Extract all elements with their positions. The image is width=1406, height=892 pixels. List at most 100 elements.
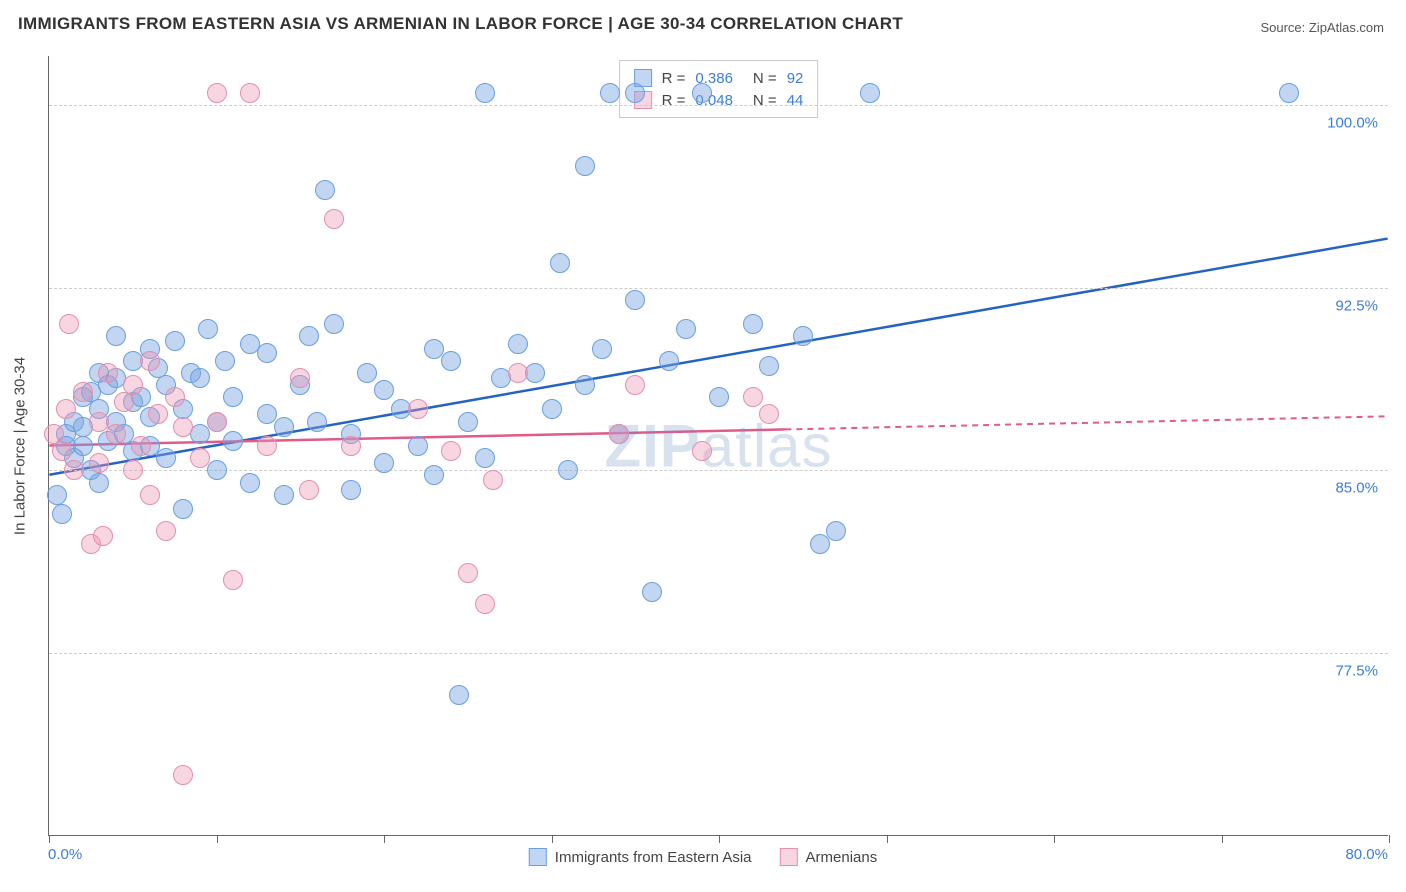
scatter-point: [165, 331, 185, 351]
scatter-point: [52, 504, 72, 524]
scatter-point: [374, 453, 394, 473]
scatter-point: [441, 351, 461, 371]
scatter-point: [114, 392, 134, 412]
scatter-point: [1279, 83, 1299, 103]
scatter-point: [408, 399, 428, 419]
scatter-point: [140, 351, 160, 371]
trend-lines-layer: [49, 56, 1388, 835]
scatter-point: [173, 765, 193, 785]
scatter-point: [860, 83, 880, 103]
y-tick-label: 85.0%: [1335, 480, 1378, 497]
scatter-point: [759, 356, 779, 376]
scatter-point: [424, 465, 444, 485]
scatter-point: [223, 431, 243, 451]
scatter-point: [106, 326, 126, 346]
legend-n-label: N =: [753, 92, 777, 109]
page-title: IMMIGRANTS FROM EASTERN ASIA VS ARMENIAN…: [18, 14, 903, 34]
scatter-point: [408, 436, 428, 456]
scatter-point: [98, 363, 118, 383]
scatter-point: [148, 404, 168, 424]
scatter-point: [508, 363, 528, 383]
trend-line-extrapolated: [785, 416, 1387, 429]
scatter-point: [207, 83, 227, 103]
scatter-point: [156, 521, 176, 541]
y-tick-label: 92.5%: [1335, 297, 1378, 314]
scatter-point: [341, 436, 361, 456]
scatter-point: [52, 441, 72, 461]
legend-r-label: R =: [662, 92, 686, 109]
scatter-point: [215, 351, 235, 371]
trend-line: [49, 239, 1387, 475]
scatter-point: [106, 424, 126, 444]
y-axis-label: In Labor Force | Age 30-34: [12, 357, 29, 535]
legend-swatch: [780, 848, 798, 866]
scatter-point: [274, 485, 294, 505]
scatter-point: [458, 412, 478, 432]
scatter-point: [123, 375, 143, 395]
gridline-horizontal: [49, 653, 1388, 654]
y-tick-label: 100.0%: [1327, 114, 1378, 131]
scatter-point: [743, 314, 763, 334]
scatter-point: [558, 460, 578, 480]
scatter-point: [307, 412, 327, 432]
scatter-point: [198, 319, 218, 339]
scatter-point: [290, 368, 310, 388]
scatter-point: [483, 470, 503, 490]
scatter-point: [625, 375, 645, 395]
legend-series: Immigrants from Eastern Asia Armenians: [529, 848, 877, 866]
scatter-point: [357, 363, 377, 383]
scatter-point: [542, 399, 562, 419]
scatter-point: [600, 83, 620, 103]
scatter-point: [190, 448, 210, 468]
scatter-point: [374, 380, 394, 400]
legend-n-label: N =: [753, 70, 777, 87]
legend-series-item: Armenians: [780, 848, 878, 866]
source-label: Source:: [1260, 20, 1308, 35]
x-tick: [49, 835, 50, 843]
scatter-point: [257, 343, 277, 363]
x-tick: [1222, 835, 1223, 843]
source-attribution: Source: ZipAtlas.com: [1260, 20, 1384, 35]
x-tick-label: 0.0%: [48, 846, 82, 863]
legend-series-item: Immigrants from Eastern Asia: [529, 848, 752, 866]
scatter-point: [257, 436, 277, 456]
scatter-point: [324, 314, 344, 334]
scatter-point: [759, 404, 779, 424]
x-tick: [1389, 835, 1390, 843]
y-tick-label: 77.5%: [1335, 663, 1378, 680]
legend-r-label: R =: [662, 70, 686, 87]
gridline-horizontal: [49, 470, 1388, 471]
scatter-point: [575, 156, 595, 176]
scatter-point: [642, 582, 662, 602]
scatter-point: [475, 594, 495, 614]
legend-correlation-row: R =0.048N =44: [634, 89, 804, 111]
scatter-point: [165, 387, 185, 407]
legend-correlation-row: R =0.386N =92: [634, 67, 804, 89]
scatter-point: [93, 526, 113, 546]
scatter-point: [73, 436, 93, 456]
scatter-point: [676, 319, 696, 339]
scatter-point: [207, 412, 227, 432]
scatter-point: [475, 448, 495, 468]
scatter-point: [56, 399, 76, 419]
scatter-point: [592, 339, 612, 359]
scatter-point: [625, 83, 645, 103]
scatter-point: [59, 314, 79, 334]
scatter-point: [508, 334, 528, 354]
scatter-point: [550, 253, 570, 273]
scatter-point: [826, 521, 846, 541]
scatter-point: [692, 441, 712, 461]
scatter-point: [64, 460, 84, 480]
legend-series-label: Immigrants from Eastern Asia: [555, 849, 752, 866]
x-tick: [887, 835, 888, 843]
scatter-point: [810, 534, 830, 554]
legend-n-value: 92: [787, 70, 804, 87]
x-tick: [1054, 835, 1055, 843]
legend-swatch: [529, 848, 547, 866]
scatter-point: [743, 387, 763, 407]
gridline-horizontal: [49, 105, 1388, 106]
scatter-point: [173, 499, 193, 519]
scatter-point: [793, 326, 813, 346]
scatter-point: [240, 473, 260, 493]
scatter-point: [173, 417, 193, 437]
